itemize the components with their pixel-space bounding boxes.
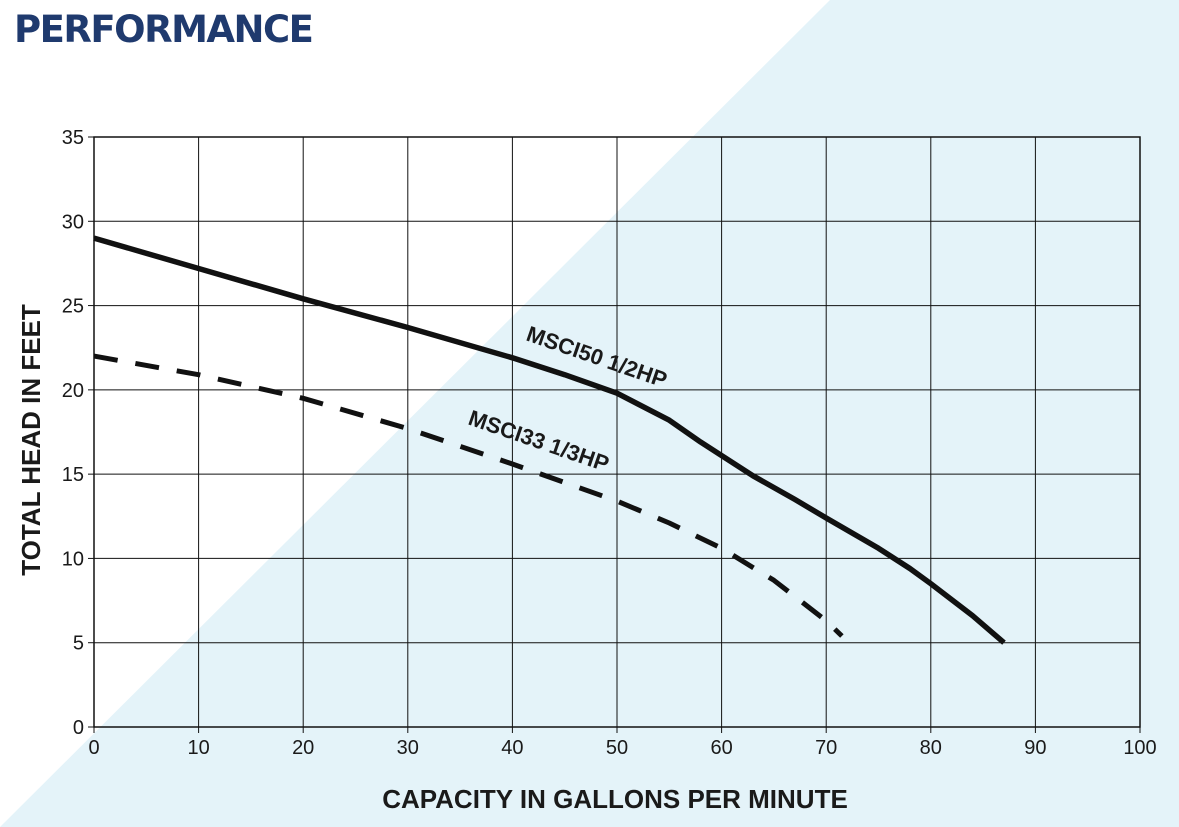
chart-series-labels: MSCI50 1/2HP MSCI33 1/3HP <box>465 321 670 476</box>
x-tick-label-90: 90 <box>1024 737 1046 759</box>
series-label-0: MSCI50 1/2HP <box>523 321 670 392</box>
y-tick-label-15: 15 <box>62 464 84 486</box>
y-tick-label-20: 20 <box>62 380 84 402</box>
series-label-1: MSCI33 1/3HP <box>465 405 612 476</box>
chart-series <box>93 235 1006 645</box>
x-tick-label-70: 70 <box>815 737 837 759</box>
chart-grid <box>88 136 1141 733</box>
x-tick-label-50: 50 <box>606 737 628 759</box>
y-tick-label-10: 10 <box>62 548 84 570</box>
y-tick-label-5: 5 <box>73 633 84 655</box>
x-tick-label-60: 60 <box>710 737 732 759</box>
x-tick-label-80: 80 <box>920 737 942 759</box>
series-line-1 <box>93 353 844 638</box>
x-axis-title: CAPACITY IN GALLONS PER MINUTE <box>382 784 848 814</box>
series-line-0 <box>93 235 1006 645</box>
x-tick-label-0: 0 <box>88 737 99 759</box>
y-tick-label-25: 25 <box>62 296 84 318</box>
y-axis-title: TOTAL HEAD IN FEET <box>16 304 46 576</box>
y-tick-label-0: 0 <box>73 717 84 739</box>
x-tick-label-10: 10 <box>187 737 209 759</box>
x-tick-label-40: 40 <box>501 737 523 759</box>
chart-ticks: 0 10 20 30 40 50 60 70 80 90 100 0 5 10 15 20 25 30 35 <box>62 127 1157 759</box>
x-tick-label-20: 20 <box>292 737 314 759</box>
page-title: PERFORMANCE <box>14 8 314 51</box>
y-tick-label-35: 35 <box>62 127 84 149</box>
x-tick-label-100: 100 <box>1123 737 1156 759</box>
y-tick-label-30: 30 <box>62 211 84 233</box>
plot-frame <box>93 136 1141 728</box>
x-tick-label-30: 30 <box>397 737 419 759</box>
